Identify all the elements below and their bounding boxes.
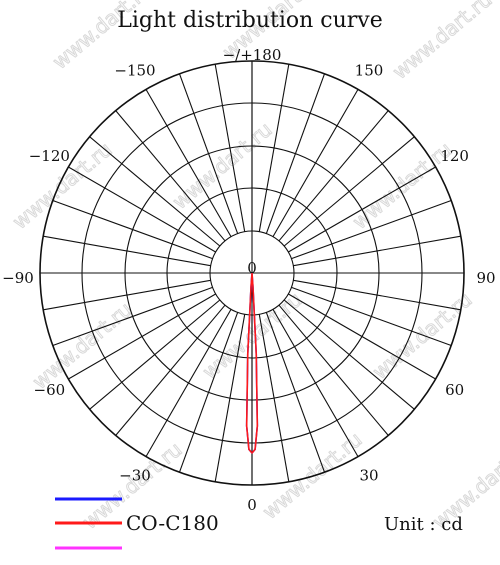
polar-grid bbox=[39, 60, 465, 486]
grid-spoke bbox=[288, 293, 436, 380]
angle-tick-label: −30 bbox=[119, 467, 151, 485]
grid-spoke bbox=[258, 64, 290, 232]
center-label: 0 bbox=[247, 259, 257, 277]
grid-spoke bbox=[178, 312, 239, 473]
grid-spoke bbox=[291, 286, 452, 347]
grid-spoke bbox=[272, 89, 359, 237]
grid-spoke bbox=[214, 64, 246, 232]
angle-tick-label: 30 bbox=[359, 467, 378, 485]
angle-tick-label: 150 bbox=[355, 61, 384, 79]
grid-spoke bbox=[145, 309, 232, 457]
angle-tick-label: −60 bbox=[34, 381, 66, 399]
grid-spoke bbox=[89, 299, 221, 410]
legend: CO-C180 bbox=[55, 497, 219, 550]
angle-tick-label: 90 bbox=[476, 269, 495, 287]
grid-spoke bbox=[293, 279, 461, 311]
angle-tick-label: −120 bbox=[29, 147, 70, 165]
grid-spoke bbox=[283, 136, 415, 247]
angle-tick-label: 60 bbox=[445, 381, 464, 399]
unit-label: Unit : cd bbox=[384, 514, 463, 535]
chart-title: Light distribution curve bbox=[117, 8, 383, 33]
grid-spoke bbox=[68, 166, 216, 253]
grid-spoke bbox=[272, 309, 359, 457]
legend-label: CO-C180 bbox=[126, 511, 219, 535]
grid-spoke bbox=[178, 73, 239, 234]
grid-spoke bbox=[278, 304, 389, 436]
grid-spoke bbox=[293, 235, 461, 267]
grid-spoke bbox=[258, 314, 290, 482]
grid-spoke bbox=[145, 89, 232, 237]
grid-spoke bbox=[283, 299, 415, 410]
intensity-curve bbox=[245, 272, 259, 454]
angle-tick-label: −/+180 bbox=[223, 46, 282, 64]
grid-spoke bbox=[43, 235, 211, 267]
grid-spoke bbox=[115, 110, 226, 242]
grid-spoke bbox=[278, 110, 389, 242]
distribution-curves bbox=[245, 272, 259, 454]
grid-spoke bbox=[68, 293, 216, 380]
grid-spoke bbox=[265, 73, 326, 234]
grid-spoke bbox=[115, 304, 226, 436]
angle-tick-label: −90 bbox=[2, 269, 34, 287]
angle-tick-labels: −/+180 150 120 90 60 30 0 −30 −60 −90 −120 −150 bbox=[2, 46, 495, 514]
watermark-text: www.dart.ru bbox=[388, 0, 497, 84]
grid-spoke bbox=[214, 314, 246, 482]
grid-spoke bbox=[52, 199, 213, 260]
grid-spoke bbox=[288, 166, 436, 253]
grid-spoke bbox=[291, 199, 452, 260]
grid-spoke bbox=[43, 279, 211, 311]
angle-tick-label: 120 bbox=[440, 147, 469, 165]
grid-spoke bbox=[52, 286, 213, 347]
grid-spoke bbox=[265, 312, 326, 473]
angle-tick-label: −150 bbox=[114, 61, 155, 79]
angle-tick-label: 0 bbox=[247, 496, 257, 514]
grid-spoke bbox=[89, 136, 221, 247]
